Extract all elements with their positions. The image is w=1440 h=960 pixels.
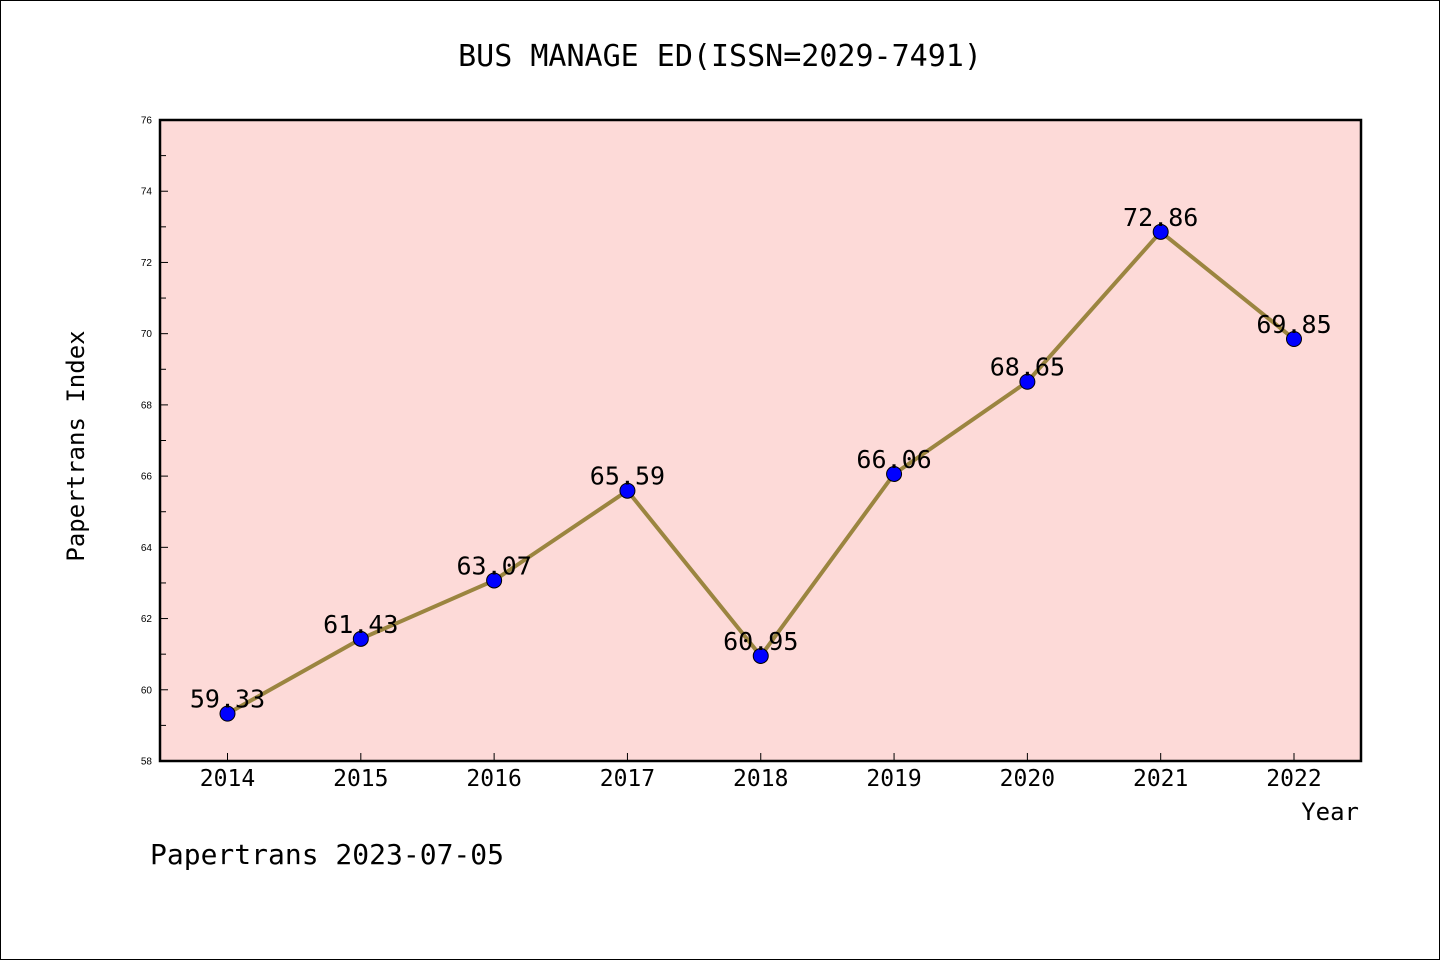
y-tick-label: 60: [141, 685, 153, 696]
x-tick-label: 2021: [1133, 766, 1188, 792]
data-label: 65.59: [590, 462, 665, 491]
y-tick-label: 74: [141, 187, 153, 198]
y-tick-label: 68: [141, 400, 153, 411]
y-tick-label: 76: [141, 116, 153, 127]
x-tick-label: 2022: [1266, 766, 1321, 792]
x-tick-label: 2014: [200, 766, 255, 792]
x-tick-label: 2016: [466, 766, 521, 792]
x-tick-label: 2015: [333, 766, 388, 792]
data-label: 68.65: [990, 353, 1065, 382]
footer-source-date: Papertrans 2023-07-05: [150, 838, 504, 871]
x-tick-label: 2018: [733, 766, 788, 792]
y-tick-label: 64: [141, 543, 153, 554]
data-point: [886, 465, 903, 482]
chart-title: BUS MANAGE ED(ISSN=2029-7491): [458, 39, 982, 74]
data-point: [486, 572, 503, 589]
x-tick-label: 2020: [1000, 766, 1055, 792]
x-axis-label: Year: [1301, 798, 1359, 826]
data-point: [1019, 373, 1036, 390]
data-label: 69.85: [1256, 310, 1331, 339]
data-point: [1152, 223, 1169, 240]
data-label: 66.06: [856, 445, 931, 474]
x-tick-label: 2017: [600, 766, 655, 792]
data-point: [1286, 331, 1302, 348]
y-tick-label: 72: [141, 258, 153, 269]
data-point: [219, 705, 236, 722]
series-papertrans-index: [219, 223, 1302, 722]
data-point: [619, 482, 636, 499]
y-tick-label: 70: [141, 329, 153, 340]
data-point: [352, 630, 369, 647]
y-tick-label: 62: [141, 614, 153, 625]
data-point: [752, 647, 769, 664]
data-label: 59.33: [190, 685, 265, 714]
y-tick-label: 58: [141, 757, 153, 768]
data-label: 63.07: [456, 551, 531, 580]
y-tick-label: 66: [141, 472, 153, 483]
x-axis-ticks: 2014 2015 2016 2017 2018 2019 2020 2021 2022: [200, 753, 1322, 792]
y-axis-ticks: 58 60 62 64 66 68 70 72 74 76: [141, 116, 168, 768]
data-label: 61.43: [323, 610, 398, 639]
x-tick-label: 2019: [866, 766, 921, 792]
y-axis-label: Papertrans Index: [62, 330, 90, 561]
data-label: 60.95: [723, 627, 798, 656]
data-label: 72.86: [1123, 203, 1198, 232]
data-labels: 59.33 61.43 63.07 65.59 60.95 66.06 68.65 72.86…: [190, 203, 1332, 714]
